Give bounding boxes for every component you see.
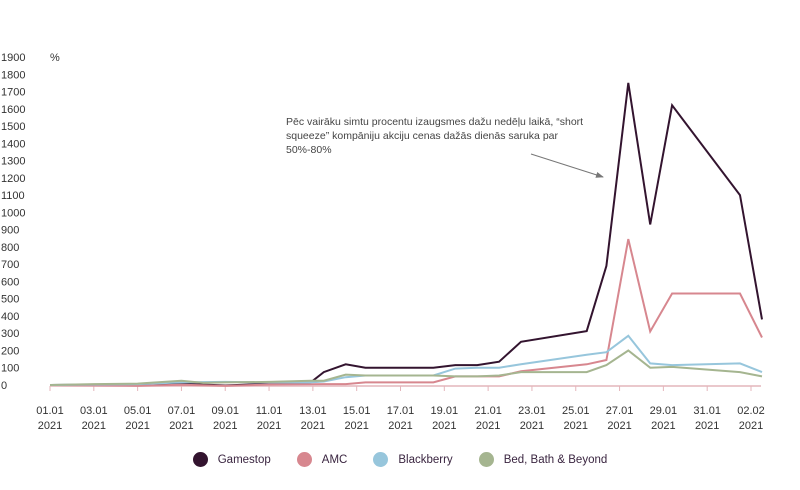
legend: Gamestop AMC Blackberry Bed, Bath & Beyond [0, 452, 800, 467]
x-tick-year: 2021 [564, 420, 588, 432]
x-tick-label: 21.01 [474, 405, 502, 417]
y-tick-label: 1900 [1, 52, 25, 64]
x-tick-year: 2021 [651, 420, 675, 432]
legend-label: Bed, Bath & Beyond [503, 453, 608, 466]
y-tick-label: 700 [1, 259, 19, 271]
x-tick-year: 2021 [301, 420, 325, 432]
x-tick-year: 2021 [344, 420, 368, 432]
y-tick-label: 0 [1, 380, 7, 392]
y-tick-label: 800 [1, 242, 19, 254]
x-tick-year: 2021 [38, 420, 62, 432]
x-tick-label: 03.01 [80, 405, 108, 417]
x-tick-year: 2021 [125, 420, 149, 432]
x-tick-label: 13.01 [299, 405, 327, 417]
x-tick-label: 17.01 [387, 405, 415, 417]
x-tick-label: 01.01 [36, 405, 64, 417]
x-tick-label: 07.01 [168, 405, 196, 417]
series-line-bed-bath-beyond [49, 349, 763, 386]
legend-item: Blackberry [373, 452, 453, 467]
x-tick-label: 23.01 [518, 405, 546, 417]
y-tick-label: 1100 [1, 190, 25, 202]
x-tick-year: 2021 [432, 420, 456, 432]
x-tick-year: 2021 [388, 420, 412, 432]
x-tick-label: 19.01 [431, 405, 459, 417]
x-tick-label: 15.01 [343, 405, 371, 417]
x-tick-label: 29.01 [650, 405, 678, 417]
y-tick-label: 600 [1, 276, 19, 288]
legend-item: Bed, Bath & Beyond [478, 452, 608, 467]
x-tick-year: 2021 [739, 420, 763, 432]
y-tick-label: 1800 [1, 69, 25, 81]
y-tick-label: 1000 [1, 207, 25, 219]
legend-swatch [373, 452, 389, 467]
y-tick-label: 1400 [1, 138, 25, 150]
legend-item: AMC [296, 452, 348, 467]
y-tick-label: 100 [1, 363, 19, 375]
y-tick-label: 500 [1, 294, 19, 306]
annotation-arrow [530, 153, 604, 178]
y-tick-label: 400 [1, 311, 19, 323]
x-tick-year: 2021 [213, 420, 237, 432]
x-tick-year: 2021 [169, 420, 193, 432]
x-tick-label: 05.01 [124, 405, 152, 417]
y-tick-label: 1300 [1, 156, 25, 168]
x-tick-label: 27.01 [606, 405, 634, 417]
legend-swatch [192, 452, 208, 467]
x-tick-label: 02.02 [737, 405, 765, 417]
series-line-blackberry [49, 334, 763, 386]
legend-label: Gamestop [217, 453, 271, 466]
x-tick-year: 2021 [82, 420, 106, 432]
y-tick-label: 1600 [1, 104, 25, 116]
legend-label: Blackberry [398, 453, 453, 466]
x-tick-label: 11.01 [256, 405, 283, 417]
y-tick-label: 1700 [1, 87, 25, 99]
y-tick-label: 900 [1, 225, 19, 237]
legend-swatch [478, 452, 494, 467]
annotation-text: Pēc vairāku simtu procentu izaugsmes daž… [286, 116, 584, 156]
legend-item: Gamestop [192, 452, 271, 467]
y-tick-label: 1200 [1, 173, 25, 185]
y-axis-unit: % [50, 52, 60, 64]
x-tick-year: 2021 [520, 420, 544, 432]
x-tick-year: 2021 [476, 420, 500, 432]
x-tick-label: 25.01 [562, 405, 590, 417]
x-tick-label: 09.01 [211, 405, 239, 417]
x-tick-label: 31.01 [693, 405, 721, 417]
y-tick-label: 300 [1, 328, 19, 340]
x-tick-year: 2021 [607, 420, 631, 432]
x-tick-year: 2021 [695, 420, 719, 432]
x-tick-year: 2021 [257, 420, 281, 432]
y-tick-label: 200 [1, 345, 19, 357]
legend-swatch [296, 452, 312, 467]
legend-label: AMC [321, 453, 348, 466]
y-tick-label: 1500 [1, 121, 25, 133]
